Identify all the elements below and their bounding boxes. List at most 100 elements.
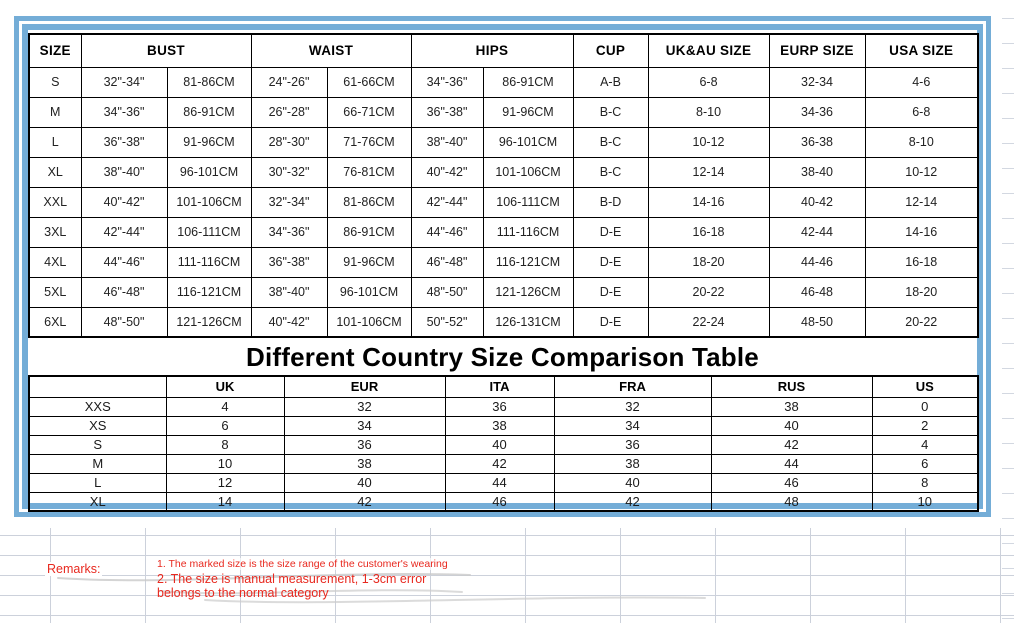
size-cell-bust-in: 44"-46" xyxy=(80,246,168,278)
size-cell-hips-cm: 116-121CM xyxy=(482,246,574,278)
size-cell-bust-in: 34"-36" xyxy=(80,96,168,128)
size-chart-row: XXL 40"-42" 101-106CM 32"-34" 81-86CM 42… xyxy=(28,186,979,218)
size-cell-hips-cm: 91-96CM xyxy=(482,96,574,128)
cmp-cell-us: 6 xyxy=(871,453,979,474)
size-cell-waist-in: 32"-34" xyxy=(250,186,328,218)
size-cell-bust-in: 32"-34" xyxy=(80,66,168,98)
cmp-cell-uk: 6 xyxy=(165,415,285,436)
col-header-size: SIZE xyxy=(28,33,82,68)
comparison-row: S 8 36 40 36 42 4 xyxy=(28,434,979,455)
size-cell-usa: 14-16 xyxy=(864,216,979,248)
size-cell-waist-cm: 71-76CM xyxy=(326,126,412,158)
size-cell-usa: 10-12 xyxy=(864,156,979,188)
size-cell-hips-cm: 126-131CM xyxy=(482,306,574,338)
cmp-cell-ita: 44 xyxy=(444,472,555,493)
size-cell-hips-in: 34"-36" xyxy=(410,66,484,98)
size-cell-eurp: 44-46 xyxy=(768,246,866,278)
comparison-table-title: Different Country Size Comparison Table xyxy=(246,342,759,372)
size-chart-row: XL 38"-40" 96-101CM 30"-32" 76-81CM 40"-… xyxy=(28,156,979,188)
cmp-cell-label: XS xyxy=(28,415,167,436)
comparison-row: XXS 4 32 36 32 38 0 xyxy=(28,396,979,417)
size-cell-usa: 12-14 xyxy=(864,186,979,218)
size-cell-label: 3XL xyxy=(28,216,82,248)
size-cell-hips-cm: 106-111CM xyxy=(482,186,574,218)
col-header-cup: CUP xyxy=(572,33,649,68)
size-cell-waist-cm: 61-66CM xyxy=(326,66,412,98)
cmp-cell-fra: 38 xyxy=(553,453,712,474)
cmp-cell-rus: 38 xyxy=(710,396,873,417)
cmp-cell-eur: 32 xyxy=(283,396,446,417)
size-cell-cup: B-C xyxy=(572,96,649,128)
remarks-label: Remarks: xyxy=(45,562,103,576)
size-cell-waist-in: 24"-26" xyxy=(250,66,328,98)
size-chart-row: 6XL 48"-50" 121-126CM 40"-42" 101-106CM … xyxy=(28,306,979,338)
size-cell-waist-in: 28"-30" xyxy=(250,126,328,158)
cmp-cell-label: S xyxy=(28,434,167,455)
cmp-cell-fra: 36 xyxy=(553,434,712,455)
size-cell-bust-in: 40"-42" xyxy=(80,186,168,218)
size-cell-uk-au: 16-18 xyxy=(647,216,770,248)
size-cell-bust-cm: 86-91CM xyxy=(166,96,252,128)
blue-double-frame: SIZE BUST WAIST HIPS CUP UK&AU SIZE EURP… xyxy=(14,16,991,517)
size-cell-waist-cm: 66-71CM xyxy=(326,96,412,128)
size-cell-waist-in: 38"-40" xyxy=(250,276,328,308)
cmp-cell-fra: 32 xyxy=(553,396,712,417)
size-cell-hips-in: 44"-46" xyxy=(410,216,484,248)
cmp-cell-uk: 4 xyxy=(165,396,285,417)
frame-content: SIZE BUST WAIST HIPS CUP UK&AU SIZE EURP… xyxy=(28,30,980,512)
cmp-cell-rus: 44 xyxy=(710,453,873,474)
comparison-row: XS 6 34 38 34 40 2 xyxy=(28,415,979,436)
cmp-cell-rus: 46 xyxy=(710,472,873,493)
size-cell-waist-cm: 91-96CM xyxy=(326,246,412,278)
size-cell-eurp: 38-40 xyxy=(768,156,866,188)
cmp-cell-us: 2 xyxy=(871,415,979,436)
cmp-cell-uk: 14 xyxy=(165,491,285,512)
size-cell-usa: 8-10 xyxy=(864,126,979,158)
size-cell-label: 6XL xyxy=(28,306,82,338)
comparison-row: M 10 38 42 38 44 6 xyxy=(28,453,979,474)
cmp-cell-ita: 36 xyxy=(444,396,555,417)
size-cell-cup: B-D xyxy=(572,186,649,218)
size-cell-uk-au: 6-8 xyxy=(647,66,770,98)
size-cell-bust-in: 36"-38" xyxy=(80,126,168,158)
cmp-cell-rus: 40 xyxy=(710,415,873,436)
size-chart-row: 3XL 42"-44" 106-111CM 34"-36" 86-91CM 44… xyxy=(28,216,979,248)
size-cell-label: 4XL xyxy=(28,246,82,278)
col-header-blank xyxy=(28,375,167,398)
size-cell-uk-au: 20-22 xyxy=(647,276,770,308)
size-cell-label: M xyxy=(28,96,82,128)
size-cell-uk-au: 18-20 xyxy=(647,246,770,278)
size-cell-eurp: 46-48 xyxy=(768,276,866,308)
cmp-cell-fra: 40 xyxy=(553,472,712,493)
cmp-cell-rus: 42 xyxy=(710,434,873,455)
col-header-us: US xyxy=(871,375,979,398)
size-cell-bust-cm: 121-126CM xyxy=(166,306,252,338)
size-cell-waist-cm: 76-81CM xyxy=(326,156,412,188)
cmp-cell-ita: 46 xyxy=(444,491,555,512)
cmp-cell-uk: 12 xyxy=(165,472,285,493)
size-cell-hips-in: 38"-40" xyxy=(410,126,484,158)
cmp-cell-label: XXS xyxy=(28,396,167,417)
size-cell-label: XXL xyxy=(28,186,82,218)
size-cell-uk-au: 14-16 xyxy=(647,186,770,218)
cmp-cell-eur: 42 xyxy=(283,491,446,512)
cmp-cell-fra: 42 xyxy=(553,491,712,512)
size-cell-cup: D-E xyxy=(572,276,649,308)
size-cell-usa: 4-6 xyxy=(864,66,979,98)
size-cell-waist-in: 40"-42" xyxy=(250,306,328,338)
col-header-ita: ITA xyxy=(444,375,555,398)
size-cell-waist-in: 30"-32" xyxy=(250,156,328,188)
size-cell-label: XL xyxy=(28,156,82,188)
spreadsheet-grid-right xyxy=(1002,0,1014,623)
col-header-uk: UK xyxy=(165,375,285,398)
size-cell-hips-cm: 121-126CM xyxy=(482,276,574,308)
cmp-cell-ita: 40 xyxy=(444,434,555,455)
size-cell-hips-in: 42"-44" xyxy=(410,186,484,218)
size-cell-eurp: 40-42 xyxy=(768,186,866,218)
size-cell-hips-in: 36"-38" xyxy=(410,96,484,128)
size-chart-header-row: SIZE BUST WAIST HIPS CUP UK&AU SIZE EURP… xyxy=(28,33,979,68)
cmp-cell-rus: 48 xyxy=(710,491,873,512)
size-cell-bust-in: 42"-44" xyxy=(80,216,168,248)
size-cell-hips-in: 46"-48" xyxy=(410,246,484,278)
cmp-cell-us: 4 xyxy=(871,434,979,455)
